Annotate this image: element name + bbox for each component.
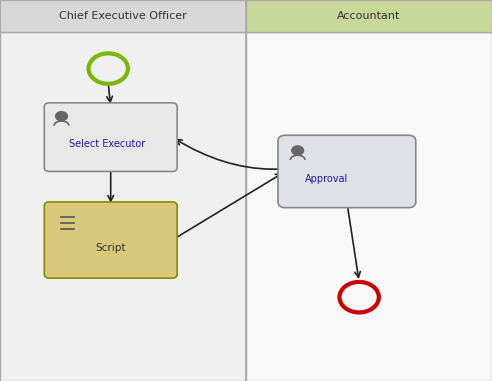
Circle shape [56, 112, 67, 121]
Text: Approval: Approval [305, 174, 348, 184]
FancyBboxPatch shape [246, 32, 492, 381]
FancyBboxPatch shape [0, 0, 246, 32]
FancyBboxPatch shape [44, 202, 177, 278]
Circle shape [292, 146, 304, 155]
Text: Script: Script [95, 243, 126, 253]
FancyBboxPatch shape [278, 135, 416, 208]
Text: Accountant: Accountant [338, 11, 400, 21]
FancyBboxPatch shape [44, 103, 177, 171]
FancyBboxPatch shape [246, 0, 492, 32]
Text: Chief Executive Officer: Chief Executive Officer [59, 11, 187, 21]
FancyBboxPatch shape [0, 32, 246, 381]
Text: Select Executor: Select Executor [69, 139, 145, 149]
